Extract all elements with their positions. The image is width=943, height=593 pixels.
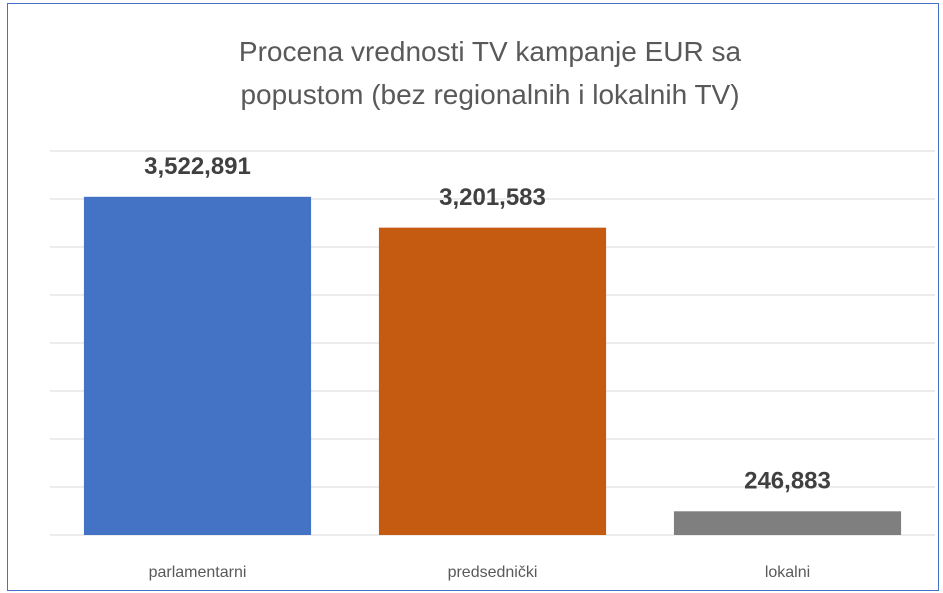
- value-label: 3,522,891: [144, 153, 251, 180]
- x-tick-label: lokalni: [765, 564, 810, 581]
- chart-frame: [7, 3, 939, 591]
- x-tick-label: predsednički: [448, 564, 538, 581]
- bar: [83, 196, 312, 535]
- chart-title: Procena vrednosti TV kampanje EUR sa pop…: [238, 36, 742, 110]
- bar: [673, 511, 902, 535]
- x-tick-label: parlamentarni: [149, 564, 247, 581]
- value-label: 3,201,583: [439, 184, 546, 211]
- bar: [378, 227, 607, 536]
- value-label: 246,883: [744, 468, 831, 495]
